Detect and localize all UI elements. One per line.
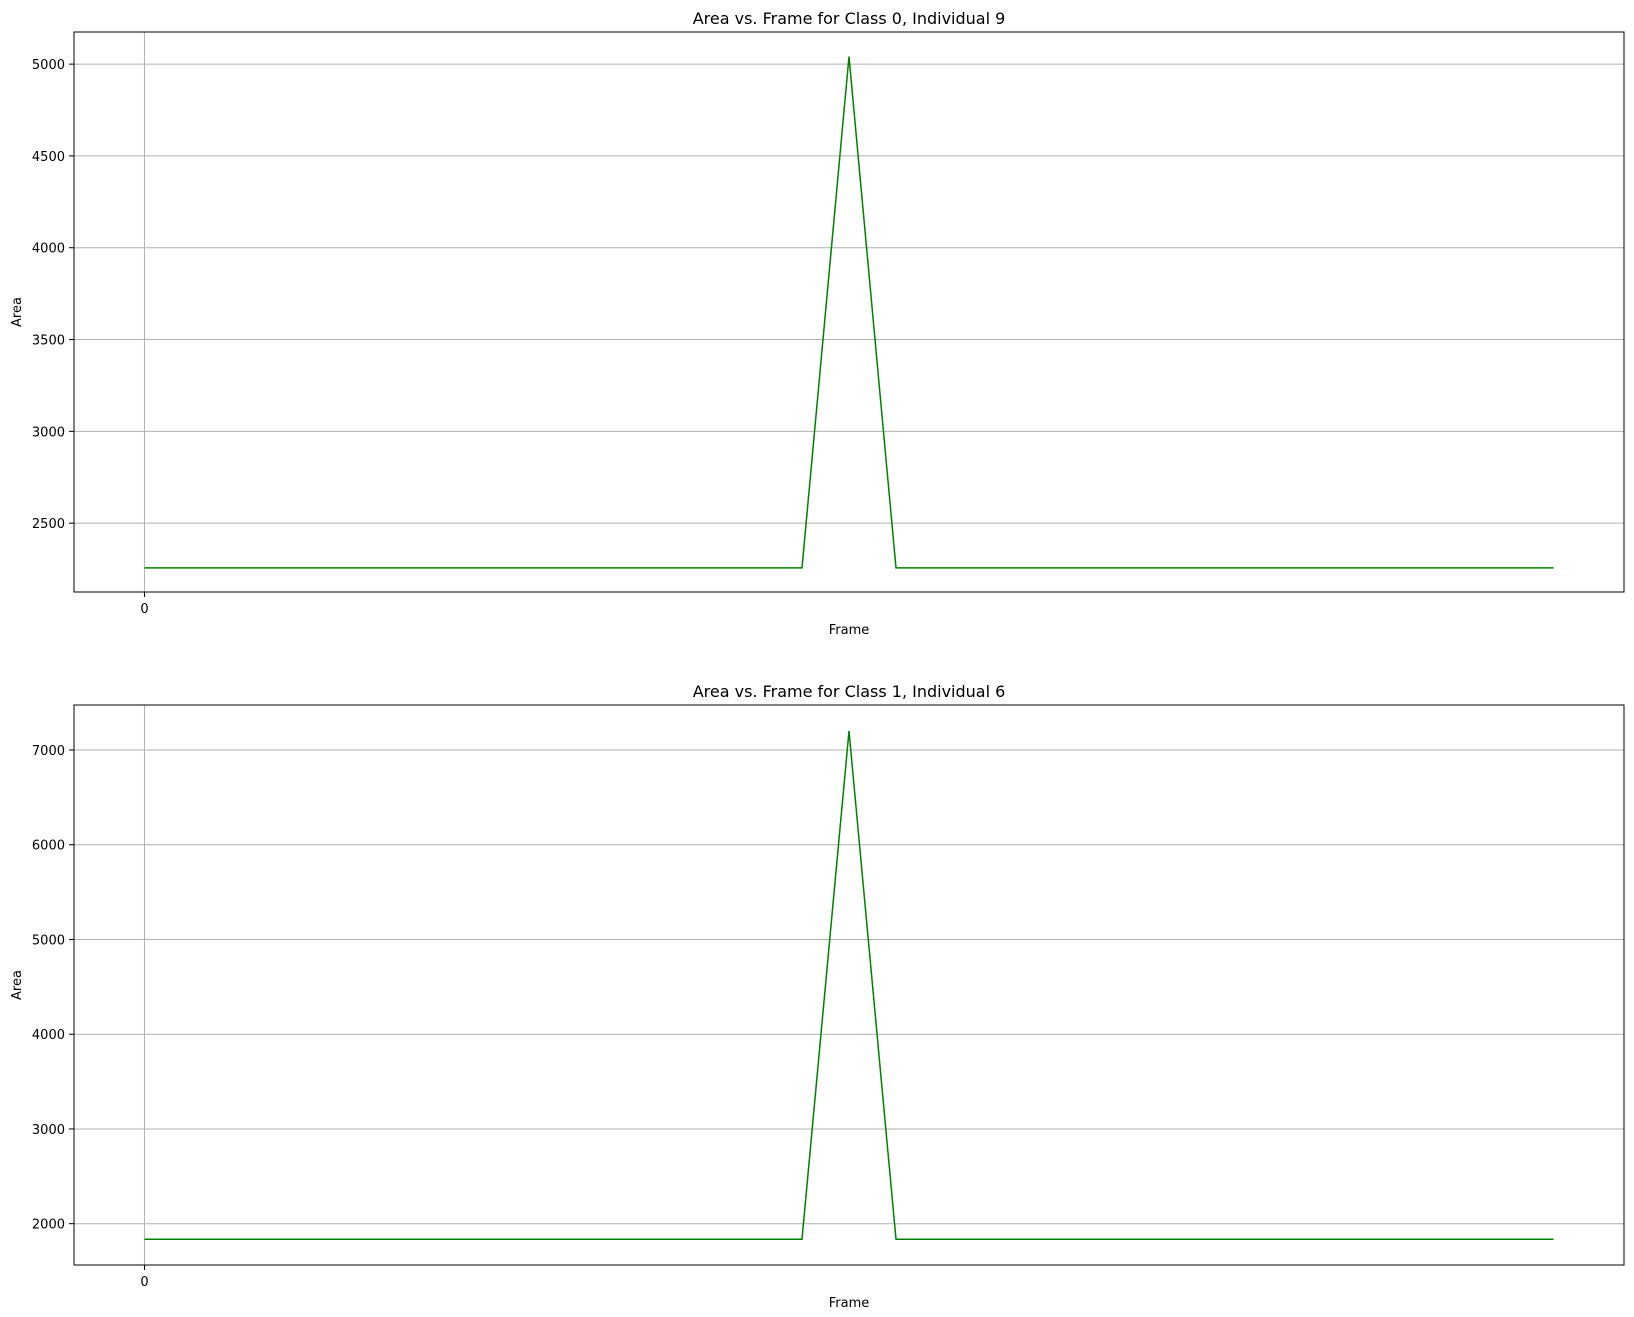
series-lines <box>144 731 1554 1240</box>
y-tick-label: 3000 <box>32 425 65 440</box>
y-tick-label: 3000 <box>32 1123 65 1138</box>
y-tick-label: 4000 <box>32 242 65 257</box>
y-tick-label: 3500 <box>32 334 65 349</box>
y-tick-label: 2000 <box>32 1218 65 1233</box>
subplot-2: 2000 3000 4000 5000 6000 7000 0 Area vs. Frame… <box>10 682 1625 1311</box>
chart-title: Area vs. Frame for Class 0, Individual 9 <box>693 9 1006 28</box>
x-tick-label: 0 <box>140 1275 148 1290</box>
x-axis-label: Frame <box>829 1296 870 1311</box>
grid-lines <box>74 705 1624 1265</box>
subplot-1: 2500 3000 3500 4000 4500 5000 0 Area vs. Frame… <box>10 9 1625 638</box>
axes-frame <box>73 31 1625 593</box>
y-tick-label: 4000 <box>32 1028 65 1043</box>
y-axis-label: Area <box>10 297 25 327</box>
chart-title: Area vs. Frame for Class 1, Individual 6 <box>693 682 1006 701</box>
tick-marks: 2000 3000 4000 5000 6000 7000 0 <box>32 744 149 1290</box>
y-axis-label: Area <box>10 970 25 1000</box>
y-tick-label: 5000 <box>32 933 65 948</box>
y-tick-label: 7000 <box>32 744 65 759</box>
axes-frame <box>73 704 1625 1266</box>
y-tick-label: 6000 <box>32 839 65 854</box>
series-line <box>144 731 1554 1240</box>
series-line <box>144 56 1554 569</box>
x-axis-label: Frame <box>829 623 870 638</box>
y-tick-label: 5000 <box>32 58 65 73</box>
x-tick-label: 0 <box>140 602 148 617</box>
tick-marks: 2500 3000 3500 4000 4500 5000 0 <box>32 58 149 617</box>
series-lines <box>144 56 1554 569</box>
y-tick-label: 2500 <box>32 517 65 532</box>
y-tick-label: 4500 <box>32 150 65 165</box>
